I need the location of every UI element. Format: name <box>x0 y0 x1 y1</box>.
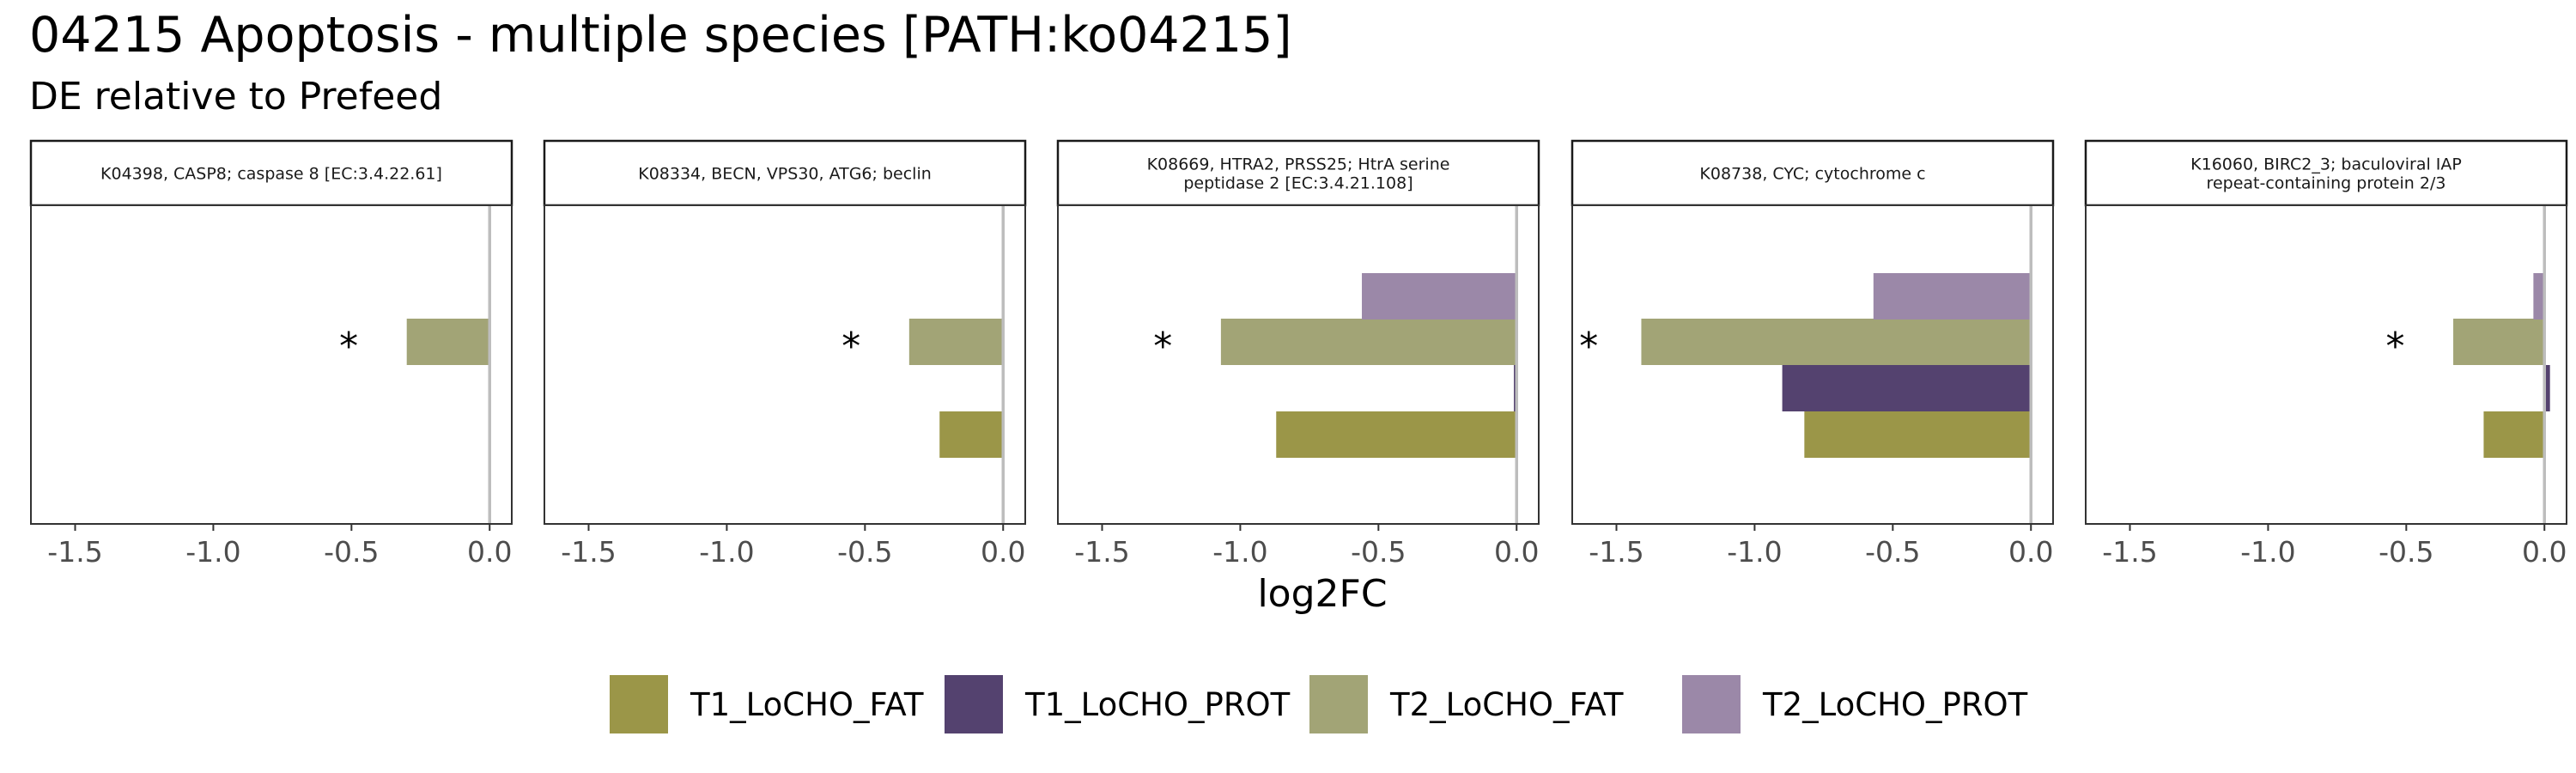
bar <box>1641 319 2032 365</box>
x-tick-label: 0.0 <box>1494 535 1539 569</box>
bar <box>1782 365 2032 411</box>
bar <box>1804 411 2032 458</box>
x-tick-label: -0.5 <box>1865 535 1920 569</box>
x-tick-label: -1.0 <box>185 535 240 569</box>
bar <box>939 411 1004 458</box>
strip-header <box>29 139 513 207</box>
x-tick-label: -1.5 <box>561 535 616 569</box>
strip-label: K16060, BIRC2_3; baculoviral IAP <box>2190 155 2462 174</box>
bar <box>2544 365 2550 411</box>
legend-label: T2_LoCHO_FAT <box>1389 686 1624 723</box>
x-tick-label: 0.0 <box>981 535 1025 569</box>
bar <box>1362 273 1517 320</box>
legend-swatch <box>1309 675 1368 733</box>
significance-marker: * <box>841 325 860 368</box>
facet-panel: K08669, HTRA2, PRSS25; HtrA serinepeptid… <box>1056 139 1540 569</box>
x-tick-label: 0.0 <box>467 535 512 569</box>
strip-header <box>1056 139 1540 207</box>
significance-marker: * <box>2385 325 2404 368</box>
strip-label: peptidase 2 [EC:3.4.21.108] <box>1183 174 1413 193</box>
legend-swatch <box>610 675 668 733</box>
x-tick-label: -1.5 <box>47 535 102 569</box>
x-tick-label: -1.0 <box>1727 535 1782 569</box>
chart-subtitle: DE relative to Prefeed <box>29 75 442 119</box>
x-tick-label: 0.0 <box>2522 535 2567 569</box>
legend-item: T2_LoCHO_FAT <box>1309 675 1624 733</box>
x-axis-title: log2FC <box>1257 572 1387 616</box>
x-tick-label: -0.5 <box>1351 535 1406 569</box>
bar <box>1220 319 1517 365</box>
bar <box>1276 411 1517 458</box>
facet-panel: K08738, CYC; cytochrome c * -1.5 -1.0 -0.5 0.… <box>1571 139 2055 569</box>
x-tick-label: -1.0 <box>2240 535 2295 569</box>
legend-label: T2_LoCHO_PROT <box>1762 686 2028 723</box>
strip-label: repeat-containing protein 2/3 <box>2207 174 2446 193</box>
chart-title: 04215 Apoptosis - multiple species [PATH… <box>29 7 1292 64</box>
bar <box>2483 411 2545 458</box>
x-tick-label: -1.0 <box>1212 535 1267 569</box>
x-tick-label: 0.0 <box>2008 535 2053 569</box>
legend-swatch <box>945 675 1003 733</box>
bar <box>1873 273 2032 320</box>
strip-label: K04398, CASP8; caspase 8 [EC:3.4.22.61] <box>100 165 442 184</box>
strip-label: K08669, HTRA2, PRSS25; HtrA serine <box>1147 155 1450 174</box>
facet-panel: K08334, BECN, VPS30, ATG6; beclin * -1.5 -1… <box>543 139 1027 569</box>
significance-marker: * <box>1579 325 1598 368</box>
strip-header <box>1571 139 2055 207</box>
x-tick-label: -1.5 <box>1074 535 1129 569</box>
facet-panel: K16060, BIRC2_3; baculoviral IAPrepeat-c… <box>2084 139 2568 569</box>
strip-label: K08334, BECN, VPS30, ATG6; beclin <box>638 165 932 184</box>
x-tick-label: -0.5 <box>324 535 379 569</box>
legend-label: T1_LoCHO_PROT <box>1024 686 1291 723</box>
legend-item: T1_LoCHO_FAT <box>610 675 924 733</box>
bar <box>908 319 1004 365</box>
x-tick-label: -1.0 <box>699 535 754 569</box>
facet-panel: K04398, CASP8; caspase 8 [EC:3.4.22.61] *… <box>29 139 513 569</box>
x-tick-label: -0.5 <box>837 535 892 569</box>
strip-header <box>543 139 1027 207</box>
bar <box>2453 319 2545 365</box>
legend-item: T1_LoCHO_PROT <box>945 675 1291 733</box>
significance-marker: * <box>339 325 358 368</box>
significance-marker: * <box>1153 325 1172 368</box>
bar <box>2533 273 2545 320</box>
legend-swatch <box>1682 675 1741 733</box>
strip-label: K08738, CYC; cytochrome c <box>1699 165 1925 184</box>
legend-item: T2_LoCHO_PROT <box>1682 675 2028 733</box>
legend-label: T1_LoCHO_FAT <box>690 686 924 723</box>
x-tick-label: -1.5 <box>2102 535 2157 569</box>
x-tick-label: -1.5 <box>1589 535 1643 569</box>
strip-header <box>2084 139 2568 207</box>
bar <box>406 319 490 365</box>
facet-panels: K04398, CASP8; caspase 8 [EC:3.4.22.61] *… <box>29 139 2568 569</box>
x-tick-label: -0.5 <box>2379 535 2433 569</box>
legend: T1_LoCHO_FAT T1_LoCHO_PROT T2_LoCHO_FAT T2_… <box>610 675 2028 733</box>
